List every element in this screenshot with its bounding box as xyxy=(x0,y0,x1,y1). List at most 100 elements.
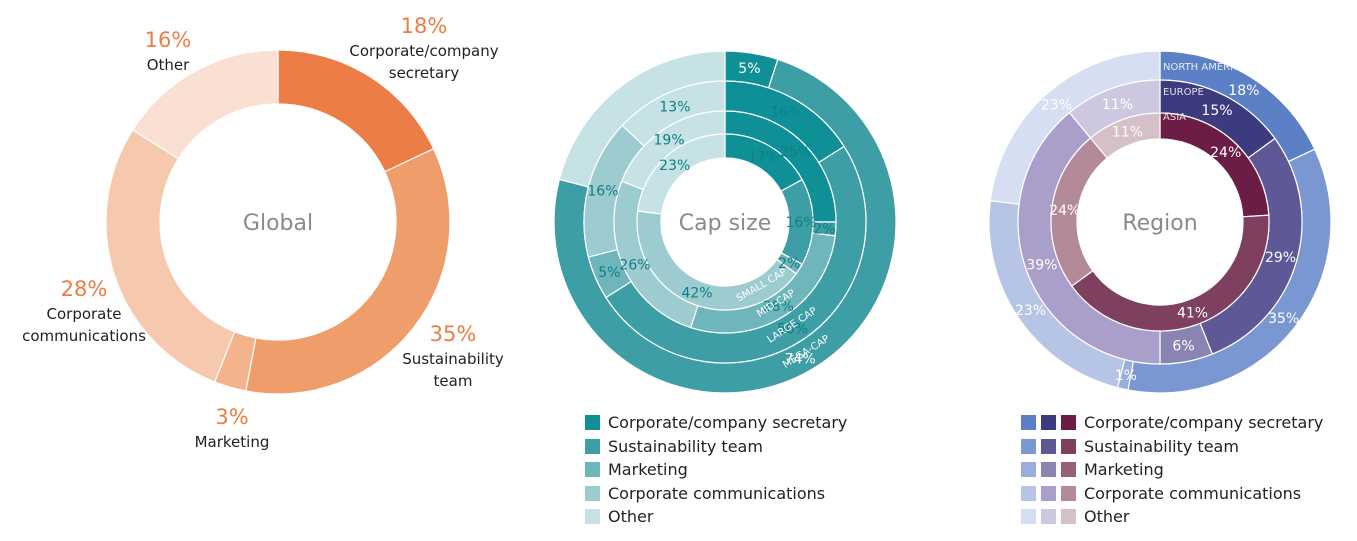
legend-swatch xyxy=(1061,462,1076,478)
legend-swatch xyxy=(585,415,600,431)
global-donut-chart: Global 18% Corporate/company secretary 35% Su… xyxy=(22,14,504,451)
legend-swatch xyxy=(585,485,600,501)
category-percent: 16% xyxy=(145,28,192,52)
value-label: 74% xyxy=(785,352,816,368)
value-label: 13% xyxy=(659,99,690,115)
ring-name: ASIA xyxy=(1163,112,1186,123)
category-name: Corporate xyxy=(47,305,122,323)
value-label: 5% xyxy=(738,61,760,77)
segment-other xyxy=(637,133,726,215)
segment-other xyxy=(131,49,279,160)
category-name: communications xyxy=(22,327,146,345)
legend-label: Other xyxy=(1084,507,1130,527)
legend-swatch xyxy=(1021,438,1036,454)
value-label: 39% xyxy=(1026,258,1057,274)
legend-item: Corporate/company secretary xyxy=(1021,411,1323,435)
legend-swatch xyxy=(1021,462,1036,478)
value-label: 6% xyxy=(1172,338,1194,354)
legend-swatch xyxy=(1061,415,1076,431)
value-label: 41% xyxy=(1177,305,1208,321)
legend-item: Other xyxy=(1021,505,1323,529)
legend-item: Marketing xyxy=(1021,458,1323,482)
ring-name: NORTH AMERICA xyxy=(1163,62,1247,73)
legend-item: Corporate communications xyxy=(585,482,847,506)
value-label: 23% xyxy=(1015,303,1046,319)
legend-item: Marketing xyxy=(585,458,847,482)
ring-name: EUROPE xyxy=(1163,87,1204,98)
value-label: 16% xyxy=(785,215,816,231)
legend-label: Corporate communications xyxy=(1084,483,1302,503)
legend-label: Corporate/company secretary xyxy=(608,413,848,433)
legend-swatch xyxy=(1021,485,1036,501)
category-percent: 3% xyxy=(215,405,248,429)
value-label: 16% xyxy=(770,105,801,121)
legend-label: Sustainability team xyxy=(608,436,763,456)
legend-swatch xyxy=(585,438,600,454)
value-label: 23% xyxy=(659,158,690,174)
legend-swatch xyxy=(1061,485,1076,501)
legend-swatch xyxy=(585,462,600,478)
value-label: 25% xyxy=(780,145,811,161)
value-label: 15% xyxy=(1201,103,1232,119)
category-name: team xyxy=(434,372,473,390)
value-label: 23% xyxy=(1041,98,1072,114)
region-legend: Corporate/company secretary Sustainabili… xyxy=(1021,411,1323,529)
value-label: 24% xyxy=(1210,145,1241,161)
legend-swatch xyxy=(1021,415,1036,431)
legend-item: Sustainability team xyxy=(1021,435,1323,459)
category-name: secretary xyxy=(389,64,460,82)
value-label: 16% xyxy=(587,184,618,200)
center-label: Region xyxy=(1122,211,1197,236)
legend-label: Other xyxy=(608,507,654,527)
value-label: 19% xyxy=(654,133,685,149)
value-label: 11% xyxy=(1102,97,1133,113)
value-label: 2% xyxy=(813,221,835,237)
value-label: 1% xyxy=(1115,368,1137,384)
segment-sustainability-team xyxy=(245,147,451,395)
legend-item: Sustainability team xyxy=(585,435,847,459)
segment-corporate-communications xyxy=(105,129,236,383)
value-label: 5% xyxy=(598,265,620,281)
category-name: Corporate/company xyxy=(349,42,498,60)
center-label: Global xyxy=(243,211,313,236)
legend-swatch xyxy=(1041,415,1056,431)
value-label: 24% xyxy=(1049,203,1080,219)
legend-swatch xyxy=(585,509,600,525)
legend-swatch xyxy=(1041,509,1056,525)
segment-other xyxy=(1089,112,1161,159)
legend-label: Marketing xyxy=(608,460,688,480)
legend-label: Corporate/company secretary xyxy=(1084,413,1324,433)
legend-swatch xyxy=(1041,438,1056,454)
category-percent: 18% xyxy=(401,14,448,38)
legend-label: Marketing xyxy=(1084,460,1164,480)
cap-size-legend: Corporate/company secretary Sustainabili… xyxy=(585,411,847,529)
value-label: 28% xyxy=(763,299,794,315)
center-label: Cap size xyxy=(679,211,771,236)
value-label: 17% xyxy=(748,150,779,166)
category-percent: 35% xyxy=(430,322,477,346)
category-name: Marketing xyxy=(195,433,270,451)
value-label: 35% xyxy=(1268,311,1299,327)
value-label: 29% xyxy=(1265,250,1296,266)
legend-label: Corporate communications xyxy=(608,483,826,503)
category-name: Sustainability xyxy=(402,350,504,368)
category-name: Other xyxy=(147,56,190,74)
value-label: 26% xyxy=(619,257,650,273)
region-donut-chart: 18% 35% 1% 23% 23% 15% 29% 6% 39% 11% 24% 41% 24% 11%… xyxy=(988,50,1332,394)
legend-swatch xyxy=(1021,509,1036,525)
legend-swatch xyxy=(1061,438,1076,454)
value-label: 42% xyxy=(681,286,712,302)
value-label: 18% xyxy=(1228,83,1259,99)
category-percent: 28% xyxy=(61,277,108,301)
legend-item: Corporate communications xyxy=(1021,482,1323,506)
value-label: 50% xyxy=(777,321,808,337)
value-label: 2% xyxy=(778,256,800,272)
legend-item: Corporate/company secretary xyxy=(585,411,847,435)
cap-size-donut-chart: 5%74%16%50%5%16%13%25%2%28%26%19%17%16%2… xyxy=(553,50,897,394)
legend-swatch xyxy=(1041,462,1056,478)
legend-item: Other xyxy=(585,505,847,529)
legend-label: Sustainability team xyxy=(1084,436,1239,456)
legend-swatch xyxy=(1061,509,1076,525)
value-label: 11% xyxy=(1112,125,1143,141)
legend-swatch xyxy=(1041,485,1056,501)
